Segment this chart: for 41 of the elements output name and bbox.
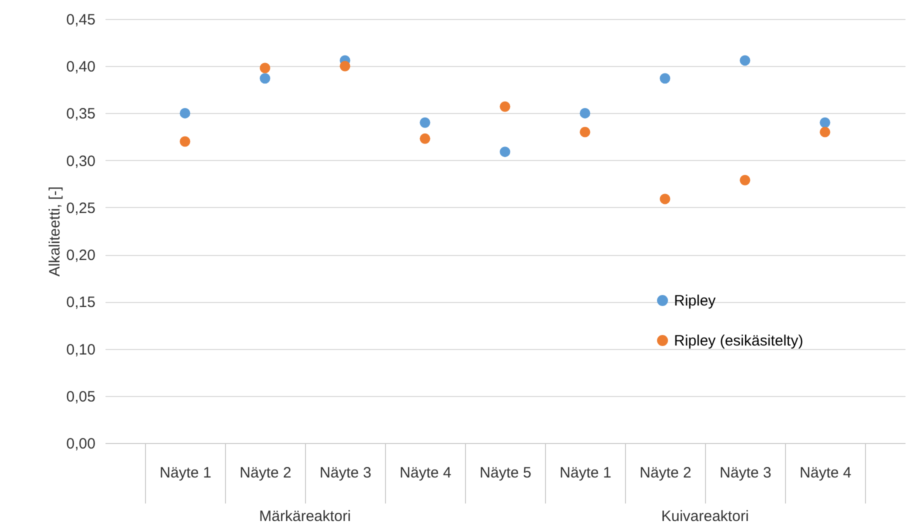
text: Kuivareaktori (661, 508, 749, 525)
y-tick-label: 0,15 (66, 294, 96, 312)
x-tick-label: Näyte 1 (560, 464, 612, 482)
point (820, 117, 830, 128)
y-tick-label: 0,40 (66, 58, 96, 76)
point (180, 108, 190, 118)
legend-label: Ripley (674, 292, 716, 310)
point (340, 60, 350, 72)
point (660, 194, 670, 204)
y-tick-label: 0,00 (66, 436, 96, 452)
x-tick-label: Näyte 3 (320, 464, 372, 482)
x-tick-label: Näyte 2 (640, 464, 692, 482)
point (420, 133, 430, 144)
point (660, 73, 670, 84)
x-tick-label: Näyte 5 (480, 464, 532, 482)
x-tick-label: Näyte 4 (800, 464, 852, 482)
point (420, 117, 430, 128)
point (820, 126, 830, 138)
point (580, 126, 590, 138)
point (260, 73, 270, 84)
x-tick-label: Näyte 2 (240, 464, 292, 482)
point (740, 174, 750, 186)
x-tick-label: Näyte 4 (400, 464, 452, 482)
y-tick-label: 0,25 (66, 200, 96, 217)
point (180, 136, 190, 147)
legend-label: Ripley (esikäsitelty) (674, 332, 804, 350)
y-tick-label: 0,30 (66, 152, 96, 170)
point (740, 55, 750, 66)
y-tick-label: 0,10 (66, 341, 96, 358)
y-tick-label: 0,20 (66, 247, 96, 264)
x-tick-label: Näyte 1 (160, 464, 212, 482)
point (500, 146, 510, 158)
point (500, 101, 510, 112)
y-tick-label: 0,45 (66, 12, 96, 28)
point (260, 62, 270, 74)
y-axis-title: Alkaliteetti, [-] (46, 186, 64, 277)
text: Märkäreaktori (259, 508, 351, 525)
y-tick-label: 0,35 (66, 106, 96, 123)
x-tick-label: Näyte 3 (720, 464, 772, 482)
y-tick-label: 0,05 (66, 388, 96, 406)
point (580, 108, 590, 118)
